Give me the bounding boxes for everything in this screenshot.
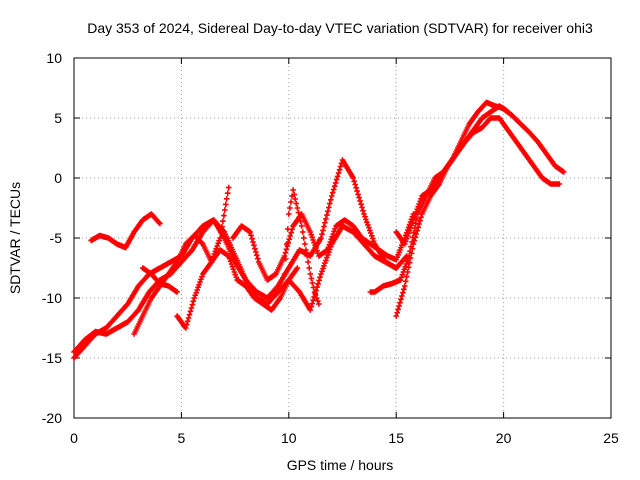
- series-track-6: [174, 247, 301, 331]
- series-track-11: [393, 103, 511, 247]
- x-tick-label: 25: [603, 430, 619, 446]
- y-axis-label: SDTVAR / TECUs: [7, 182, 23, 294]
- series-track-8: [281, 187, 322, 307]
- series-points: [281, 187, 322, 307]
- y-tick-label: -15: [42, 350, 62, 366]
- x-axis-label: GPS time / hours: [287, 457, 394, 473]
- y-tick-labels: -20 -15 -10 -5 0 5 10: [42, 50, 62, 426]
- series-points: [71, 157, 410, 355]
- series-track-2: [71, 157, 410, 355]
- y-tick-label: -20: [42, 410, 62, 426]
- y-tick-label: -10: [42, 290, 62, 306]
- y-tick-label: -5: [50, 230, 63, 246]
- series-points: [174, 247, 301, 331]
- series-track-5: [139, 265, 180, 295]
- series-track-7: [230, 211, 417, 283]
- series-track-3: [88, 211, 163, 251]
- y-tick-label: 5: [54, 110, 62, 126]
- axis-ticks: [73, 57, 612, 419]
- x-tick-label: 20: [496, 430, 512, 446]
- series-points: [393, 103, 511, 247]
- x-tick-label: 10: [281, 430, 297, 446]
- series-points: [88, 211, 163, 251]
- x-tick-label: 5: [178, 430, 186, 446]
- y-tick-label: 0: [54, 170, 62, 186]
- series-points: [139, 265, 180, 295]
- x-tick-label: 15: [388, 430, 404, 446]
- series-track-4: [131, 184, 232, 337]
- x-tick-labels: 0 5 10 15 20 25: [70, 430, 619, 446]
- x-tick-label: 0: [70, 430, 78, 446]
- data-series: [71, 99, 567, 361]
- series-points: [131, 184, 232, 337]
- chart-title: Day 353 of 2024, Sidereal Day-to-day VTE…: [87, 20, 593, 36]
- series-points: [230, 211, 417, 283]
- y-tick-label: 10: [46, 50, 62, 66]
